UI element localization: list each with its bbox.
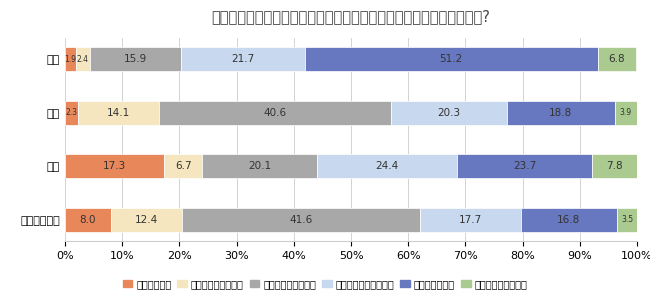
- Text: 14.1: 14.1: [107, 108, 130, 118]
- Bar: [617, 208, 637, 232]
- Bar: [457, 154, 592, 178]
- Bar: [65, 101, 78, 125]
- Text: 2.4: 2.4: [77, 55, 89, 64]
- Text: 2.3: 2.3: [66, 108, 77, 117]
- Bar: [181, 47, 305, 71]
- Text: 3.9: 3.9: [620, 108, 632, 117]
- Text: 8.0: 8.0: [80, 215, 96, 225]
- Text: 6.8: 6.8: [608, 54, 625, 64]
- Bar: [164, 154, 202, 178]
- Bar: [305, 47, 597, 71]
- Bar: [597, 47, 636, 71]
- Text: 20.1: 20.1: [248, 161, 271, 171]
- Bar: [592, 154, 637, 178]
- Text: 16.8: 16.8: [557, 215, 580, 225]
- Text: 20.3: 20.3: [437, 108, 461, 118]
- Bar: [507, 101, 615, 125]
- Text: 23.7: 23.7: [513, 161, 536, 171]
- Bar: [317, 154, 457, 178]
- Bar: [420, 208, 521, 232]
- Text: 21.7: 21.7: [231, 54, 254, 64]
- Bar: [65, 208, 110, 232]
- Bar: [65, 154, 164, 178]
- Text: 17.3: 17.3: [103, 161, 126, 171]
- Bar: [78, 101, 159, 125]
- Text: 41.6: 41.6: [289, 215, 312, 225]
- Bar: [391, 101, 507, 125]
- Text: 3.5: 3.5: [621, 215, 633, 224]
- Bar: [90, 47, 181, 71]
- Bar: [111, 208, 182, 232]
- Bar: [615, 101, 637, 125]
- Bar: [202, 154, 317, 178]
- Bar: [76, 47, 90, 71]
- Text: 6.7: 6.7: [175, 161, 192, 171]
- Text: 12.4: 12.4: [135, 215, 158, 225]
- Text: 7.8: 7.8: [606, 161, 623, 171]
- Bar: [182, 208, 420, 232]
- Text: 40.6: 40.6: [263, 108, 287, 118]
- Text: 24.4: 24.4: [376, 161, 398, 171]
- Text: 18.8: 18.8: [549, 108, 573, 118]
- Text: 1.9: 1.9: [64, 55, 77, 64]
- Text: 17.7: 17.7: [459, 215, 482, 225]
- Legend: やめると思う, たぶんやめると思う, どちらともいえない, たぶんやめないと思う, やめないと思う, 事故の減少率による: やめると思う, たぶんやめると思う, どちらともいえない, たぶんやめないと思う…: [123, 279, 527, 289]
- Title: 自動運転車が普及し事故発生率が減ったら任意保険の加入はやめるか?: 自動運転車が普及し事故発生率が減ったら任意保険の加入はやめるか?: [211, 9, 491, 25]
- Bar: [65, 47, 76, 71]
- Text: 51.2: 51.2: [439, 54, 463, 64]
- Bar: [159, 101, 391, 125]
- Text: 15.9: 15.9: [124, 54, 147, 64]
- Bar: [521, 208, 617, 232]
